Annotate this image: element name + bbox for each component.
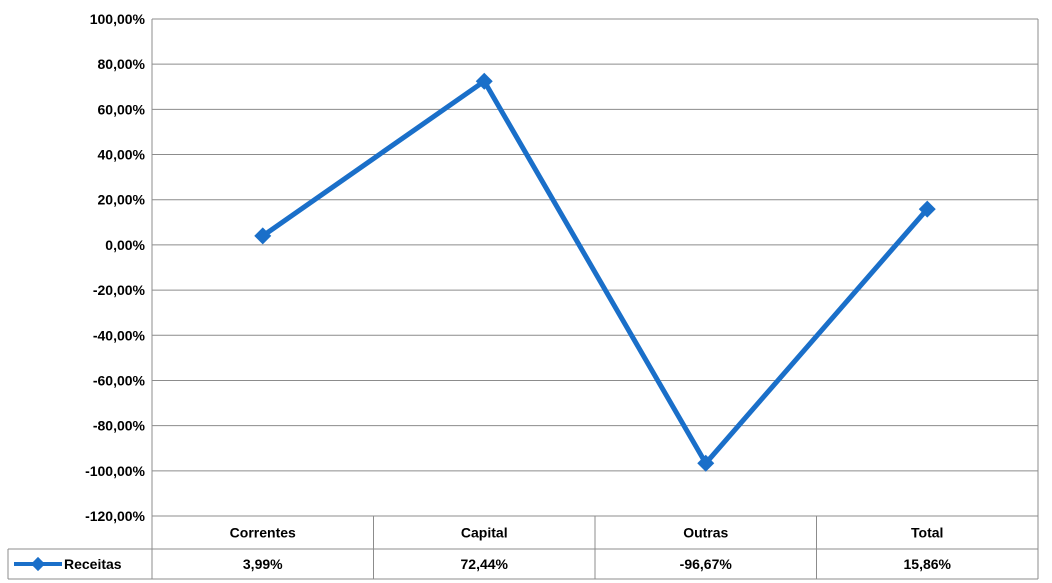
y-tick-label: -100,00%	[85, 463, 145, 479]
category-label: Correntes	[230, 525, 296, 541]
y-tick-label: 100,00%	[90, 11, 146, 27]
y-tick-label: 80,00%	[98, 56, 146, 72]
category-label: Capital	[461, 525, 508, 541]
table-value-cell: 15,86%	[904, 556, 952, 572]
y-tick-label: 40,00%	[98, 147, 146, 163]
legend-series-name: Receitas	[64, 556, 122, 572]
gridlines	[151, 18, 1039, 579]
y-tick-label: 60,00%	[98, 101, 146, 117]
series-line	[261, 78, 930, 466]
y-tick-label: -60,00%	[93, 372, 146, 388]
category-label: Total	[911, 525, 943, 541]
y-axis-tick-labels: 100,00% 80,00% 60,00% 40,00% 20,00% 0,00% -20,…	[85, 11, 145, 524]
data-point-marker	[475, 72, 493, 90]
data-table: Correntes Capital Outras Total Receitas 3,99%…	[7, 516, 1038, 580]
data-point-marker	[918, 200, 936, 218]
y-tick-label: 0,00%	[105, 237, 145, 253]
category-label: Outras	[683, 525, 728, 541]
table-value-cell: 3,99%	[243, 556, 283, 572]
data-point-marker	[254, 227, 272, 245]
table-value-cell: 72,44%	[461, 556, 509, 572]
series-receitas	[254, 72, 936, 472]
data-point-marker	[697, 454, 715, 472]
y-tick-label: -40,00%	[93, 327, 146, 343]
y-tick-label: -120,00%	[85, 508, 145, 524]
y-tick-label: -20,00%	[93, 282, 146, 298]
legend-marker-key	[30, 556, 46, 572]
y-tick-label: 20,00%	[98, 192, 146, 208]
y-tick-label: -80,00%	[93, 418, 146, 434]
table-value-cell: -96,67%	[680, 556, 733, 572]
